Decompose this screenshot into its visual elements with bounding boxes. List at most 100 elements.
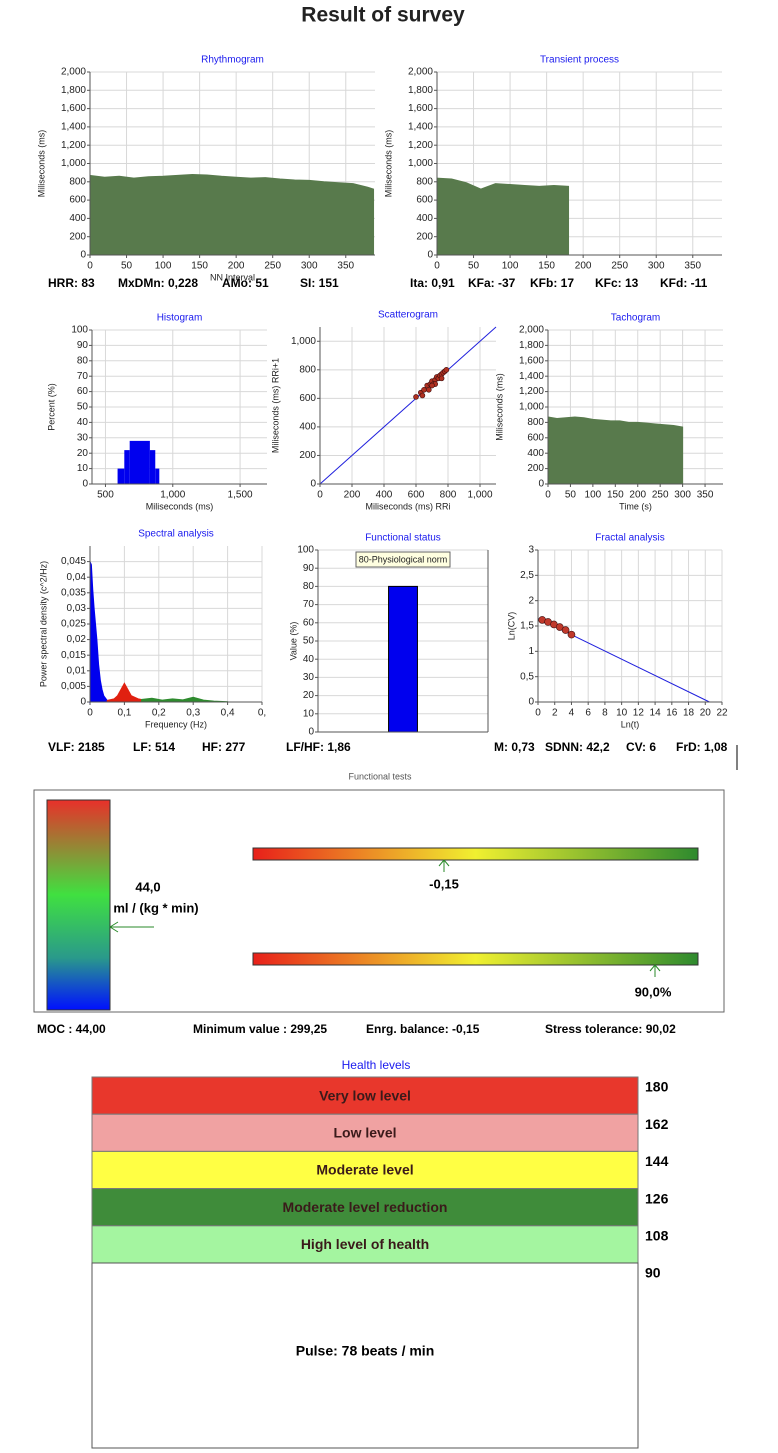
- y-tick-label: 200: [299, 450, 316, 461]
- x-tick-label: 16: [666, 708, 678, 719]
- y-tick-label: 20: [303, 690, 315, 701]
- y-tick-label: 60: [77, 386, 89, 397]
- y-tick-label: 2,5: [520, 570, 534, 581]
- y-axis-label: Miliseconds (ms): [383, 130, 393, 198]
- moc-value: 44,0: [135, 879, 160, 894]
- y-tick-label: 800: [299, 364, 316, 375]
- y-tick-label: 60: [303, 617, 315, 628]
- section-title: Functional tests: [348, 771, 412, 781]
- y-tick-label: 3: [528, 545, 534, 556]
- indicator: FrD: 1,08: [676, 740, 728, 754]
- area: [436, 177, 570, 256]
- y-axis-label: Miliseconds (ms): [494, 373, 504, 441]
- scale-label: 144: [645, 1153, 669, 1169]
- level-band: [91, 1225, 639, 1264]
- indicator: KFa: -37: [468, 276, 516, 290]
- y-tick-label: 200: [416, 231, 433, 242]
- chart: Tachogram 0 200 400 600 800 1,000 1,200 1,400 1,6…: [494, 313, 723, 511]
- x-tick-label: 350: [337, 261, 354, 272]
- point: [421, 386, 427, 393]
- y-tick-label: 100: [297, 545, 314, 556]
- y-tick-label: 1,000: [291, 336, 316, 347]
- y-tick-label: 0,005: [61, 681, 86, 692]
- point: [561, 626, 570, 634]
- diagonal: [319, 326, 497, 485]
- y-tick-label: 2,000: [61, 67, 86, 78]
- chart: Transient process 0 200 400 600 800 1,000 1,200…: [383, 55, 722, 290]
- bar: [388, 585, 418, 733]
- chart: Histogram 0 10 20 30 40 50 60 70 80 90 100 500 1,000 1…: [46, 313, 267, 511]
- functional-tests: Functional tests 44,0 ml / (kg * min) -0…: [33, 771, 725, 1036]
- y-tick-label: 80: [303, 581, 315, 592]
- y-tick-label: 80: [77, 355, 89, 366]
- x-tick-label: 350: [697, 490, 714, 501]
- x-tick-label: 14: [650, 708, 662, 719]
- level-band: [91, 1150, 639, 1190]
- y-tick-label: 1,5: [520, 621, 534, 632]
- indicator: LF/HF: 1,86: [286, 740, 351, 754]
- scale-label: 108: [645, 1228, 669, 1244]
- y-tick-label: 0: [528, 697, 534, 708]
- x-tick-label: 1,500: [228, 490, 253, 501]
- x-tick-label: 0: [87, 261, 93, 272]
- chart-title: Functional status: [365, 533, 441, 544]
- y-tick-label: 0: [80, 250, 86, 261]
- section-title: Health levels: [342, 1058, 411, 1072]
- y-axis-label: Miliseconds (ms): [36, 130, 46, 198]
- x-tick-label: 0: [434, 261, 440, 272]
- x-tick-label: 250: [652, 490, 669, 501]
- summary: Minimum value : 299,25: [193, 1022, 327, 1036]
- indicator: CV: 6: [626, 740, 656, 754]
- x-axis-label: Time (s): [619, 501, 652, 511]
- x-axis-label: Ln(t): [621, 719, 640, 729]
- x-tick-label: 0,: [258, 708, 266, 719]
- y-tick-label: 600: [416, 195, 433, 206]
- indicator: KFd: -11: [660, 276, 708, 290]
- y-tick-label: 0: [80, 697, 86, 708]
- y-tick-label: 800: [69, 176, 86, 187]
- y-tick-label: 1,600: [61, 103, 86, 114]
- chart-title: Fractal analysis: [595, 533, 664, 544]
- point: [438, 375, 445, 382]
- x-tick-label: 500: [97, 490, 114, 501]
- point: [429, 382, 435, 389]
- indicator: HRR: 83: [48, 276, 95, 290]
- level-label: High level of health: [301, 1236, 429, 1252]
- point: [425, 386, 432, 393]
- y-tick-label: 1,800: [519, 340, 544, 351]
- health-levels: Health levels Very low level Low level Mod…: [91, 1058, 669, 1449]
- y-tick-label: 1,800: [61, 85, 86, 96]
- x-tick-label: 250: [611, 261, 628, 272]
- annotation-box: [355, 551, 451, 568]
- indicator: LF: 514: [133, 740, 175, 754]
- x-tick-label: 100: [585, 490, 602, 501]
- level-band: [91, 1076, 639, 1115]
- y-tick-label: 1,200: [519, 386, 544, 397]
- level-band: [91, 1188, 639, 1227]
- y-tick-label: 0: [308, 727, 314, 738]
- y-tick-label: 10: [77, 463, 89, 474]
- indicator: SI: 151: [300, 276, 339, 290]
- energy-pointer: [438, 859, 450, 872]
- y-tick-label: 2: [528, 595, 534, 606]
- y-tick-label: 0,5: [520, 671, 534, 682]
- page-title: Result of survey: [301, 4, 465, 27]
- scale-label: 126: [645, 1190, 669, 1206]
- indicator: SDNN: 42,2: [545, 740, 610, 754]
- x-tick-label: 1,000: [160, 490, 185, 501]
- x-tick-label: 200: [575, 261, 592, 272]
- x-tick-label: 8: [602, 708, 608, 719]
- chart: Rhythmogram 0 200 400 600 800 1,000 1,200 1,400 1…: [36, 55, 375, 290]
- moc-arrow: [109, 921, 119, 933]
- y-tick-label: 100: [71, 325, 88, 336]
- x-tick-label: 150: [538, 261, 555, 272]
- indicator: KFb: 17: [530, 276, 574, 290]
- y-tick-label: 800: [416, 176, 433, 187]
- y-tick-label: 90: [77, 340, 89, 351]
- level-label: Low level: [333, 1125, 396, 1141]
- y-tick-label: 200: [527, 463, 544, 474]
- x-tick-label: 350: [684, 261, 701, 272]
- y-tick-label: 0,035: [61, 587, 86, 598]
- indicator: KFc: 13: [595, 276, 639, 290]
- energy-gauge: [252, 847, 699, 861]
